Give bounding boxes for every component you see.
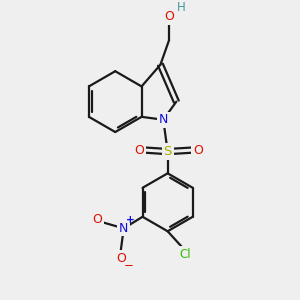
Text: O: O xyxy=(164,11,174,23)
Text: O: O xyxy=(193,144,203,157)
Text: S: S xyxy=(164,145,172,158)
Text: O: O xyxy=(116,252,126,265)
Text: N: N xyxy=(119,222,128,235)
Text: −: − xyxy=(124,259,134,272)
Text: +: + xyxy=(126,215,134,225)
Text: Cl: Cl xyxy=(179,248,191,261)
Text: H: H xyxy=(177,1,186,14)
Text: N: N xyxy=(159,113,168,126)
Text: O: O xyxy=(92,213,102,226)
Text: O: O xyxy=(135,144,145,157)
